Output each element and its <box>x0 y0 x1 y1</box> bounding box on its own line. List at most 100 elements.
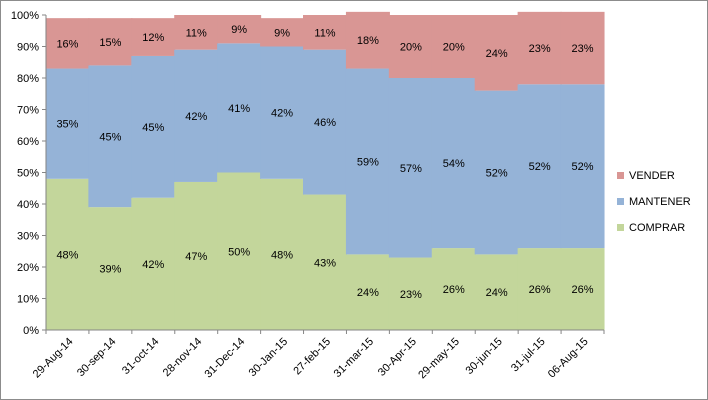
bar-segment-vender <box>131 18 176 56</box>
data-label-vender: 20% <box>400 42 422 54</box>
x-tick-label: 29-may-15 <box>416 336 462 382</box>
y-tick-label: 20% <box>17 262 39 274</box>
bar-segment-mantener <box>560 84 605 249</box>
data-label-comprar: 48% <box>56 249 78 261</box>
bar-segment-vender <box>345 11 390 69</box>
data-label-comprar: 26% <box>443 284 465 296</box>
data-label-comprar: 47% <box>185 251 207 263</box>
bar-segment-mantener <box>45 68 90 179</box>
bar-segment-comprar <box>388 257 433 330</box>
legend-swatch-comprar <box>617 224 624 231</box>
x-tick-label: 29-Aug-14 <box>31 336 76 381</box>
data-label-comprar: 50% <box>228 246 250 258</box>
bar-segment-vender <box>474 15 519 91</box>
data-label-vender: 18% <box>357 35 379 47</box>
bar-segment-vender <box>174 15 219 50</box>
data-labels: 48% 35% 16% 39% 45% 15% 42% 45% 12% 47% 42% 11% 50% 4… <box>56 24 593 301</box>
data-label-comprar: 26% <box>529 284 551 296</box>
data-label-mantener: 52% <box>486 168 508 180</box>
data-label-comprar: 43% <box>314 257 336 269</box>
data-label-vender: 23% <box>572 43 594 55</box>
x-axis-tick-labels: 29-Aug-14 30-sep-14 31-oct-14 28-nov-1431-D… <box>31 336 591 382</box>
bar-segment-mantener <box>88 65 133 208</box>
y-axis-tick-labels: 0% 10% 20% 30% 40% 50% 60% 70% 80% 90% 100% <box>11 10 39 337</box>
data-label-mantener: 57% <box>400 163 422 175</box>
bar-segment-comprar <box>260 178 305 330</box>
bar-segment-vender <box>303 15 347 50</box>
data-label-vender: 9% <box>274 27 290 39</box>
data-label-mantener: 45% <box>99 131 121 143</box>
bar-segment-mantener <box>131 55 176 198</box>
x-tick-label: 30-Apr-15 <box>376 336 419 379</box>
bar-segment-mantener <box>517 84 562 249</box>
y-tick-label: 80% <box>17 73 39 85</box>
data-label-comprar: 39% <box>99 264 121 276</box>
x-tick-label: 31-jul-15 <box>509 336 548 375</box>
data-label-mantener: 41% <box>228 103 250 115</box>
legend-label-mantener: MANTENER <box>629 196 691 208</box>
bar-segment-vender <box>431 15 476 78</box>
bars <box>45 11 605 330</box>
bar-segment-mantener <box>345 68 390 255</box>
data-label-mantener: 35% <box>56 119 78 131</box>
x-tick-label: 27-feb-15 <box>291 336 333 378</box>
bar-segment-comprar <box>131 197 176 330</box>
data-label-comprar: 24% <box>486 287 508 299</box>
data-label-mantener: 42% <box>271 108 293 120</box>
data-label-vender: 24% <box>486 48 508 60</box>
data-label-vender: 12% <box>142 32 164 44</box>
bar-segment-mantener <box>260 46 305 179</box>
y-tick-label: 0% <box>23 325 39 337</box>
y-tick-label: 70% <box>17 105 39 117</box>
data-label-vender: 20% <box>443 42 465 54</box>
y-tick-label: 60% <box>17 136 39 148</box>
legend-swatch-vender <box>617 172 624 179</box>
bar-segment-vender <box>88 18 133 66</box>
bar-segment-vender <box>260 18 305 47</box>
data-label-comprar: 26% <box>572 284 594 296</box>
y-tick-label: 10% <box>17 294 39 306</box>
data-label-mantener: 54% <box>443 158 465 170</box>
x-tick-label: 30-sep-14 <box>75 336 119 380</box>
y-tick-label: 30% <box>17 231 39 243</box>
data-label-vender: 23% <box>529 43 551 55</box>
bar-segment-vender <box>560 11 605 85</box>
bar-segment-mantener <box>388 78 433 258</box>
data-label-vender: 16% <box>56 38 78 50</box>
x-tick-label: 31-Dec-14 <box>202 336 247 381</box>
bar-segment-comprar <box>517 248 562 330</box>
bar-segment-vender <box>388 15 433 78</box>
bar-segment-vender <box>45 18 90 69</box>
y-tick-label: 50% <box>17 168 39 180</box>
legend-swatch-mantener <box>617 198 624 205</box>
data-label-mantener: 52% <box>529 161 551 173</box>
data-label-mantener: 59% <box>357 156 379 168</box>
bar-segment-vender <box>217 15 262 44</box>
x-tick-label: 30-Jan-15 <box>247 336 291 380</box>
data-label-comprar: 23% <box>400 289 422 301</box>
data-label-vender: 9% <box>231 24 247 36</box>
data-label-comprar: 48% <box>271 249 293 261</box>
legend-label-vender: VENDER <box>629 170 675 182</box>
bar-segment-comprar <box>345 254 390 330</box>
bar-segment-comprar <box>303 194 347 330</box>
y-tick-label: 90% <box>17 42 39 54</box>
bar-segment-comprar <box>88 207 133 330</box>
data-label-vender: 11% <box>314 27 335 39</box>
legend-label-comprar: COMPRAR <box>629 222 685 234</box>
bar-segment-mantener <box>303 49 347 195</box>
bar-segment-comprar <box>174 181 219 330</box>
bar-segment-mantener <box>474 90 519 255</box>
x-tick-label: 31-oct-14 <box>120 336 161 377</box>
x-tick-label: 31-mar-15 <box>332 336 376 380</box>
data-label-mantener: 52% <box>572 161 594 173</box>
bar-segment-comprar <box>217 172 262 330</box>
data-label-comprar: 42% <box>142 259 164 271</box>
bar-segment-comprar <box>560 248 605 330</box>
y-tick-label: 100% <box>11 10 39 22</box>
data-label-vender: 15% <box>99 37 121 49</box>
data-label-comprar: 24% <box>357 287 379 299</box>
x-tick-label: 30-jun-15 <box>463 336 504 377</box>
y-tick-label: 40% <box>17 199 39 211</box>
